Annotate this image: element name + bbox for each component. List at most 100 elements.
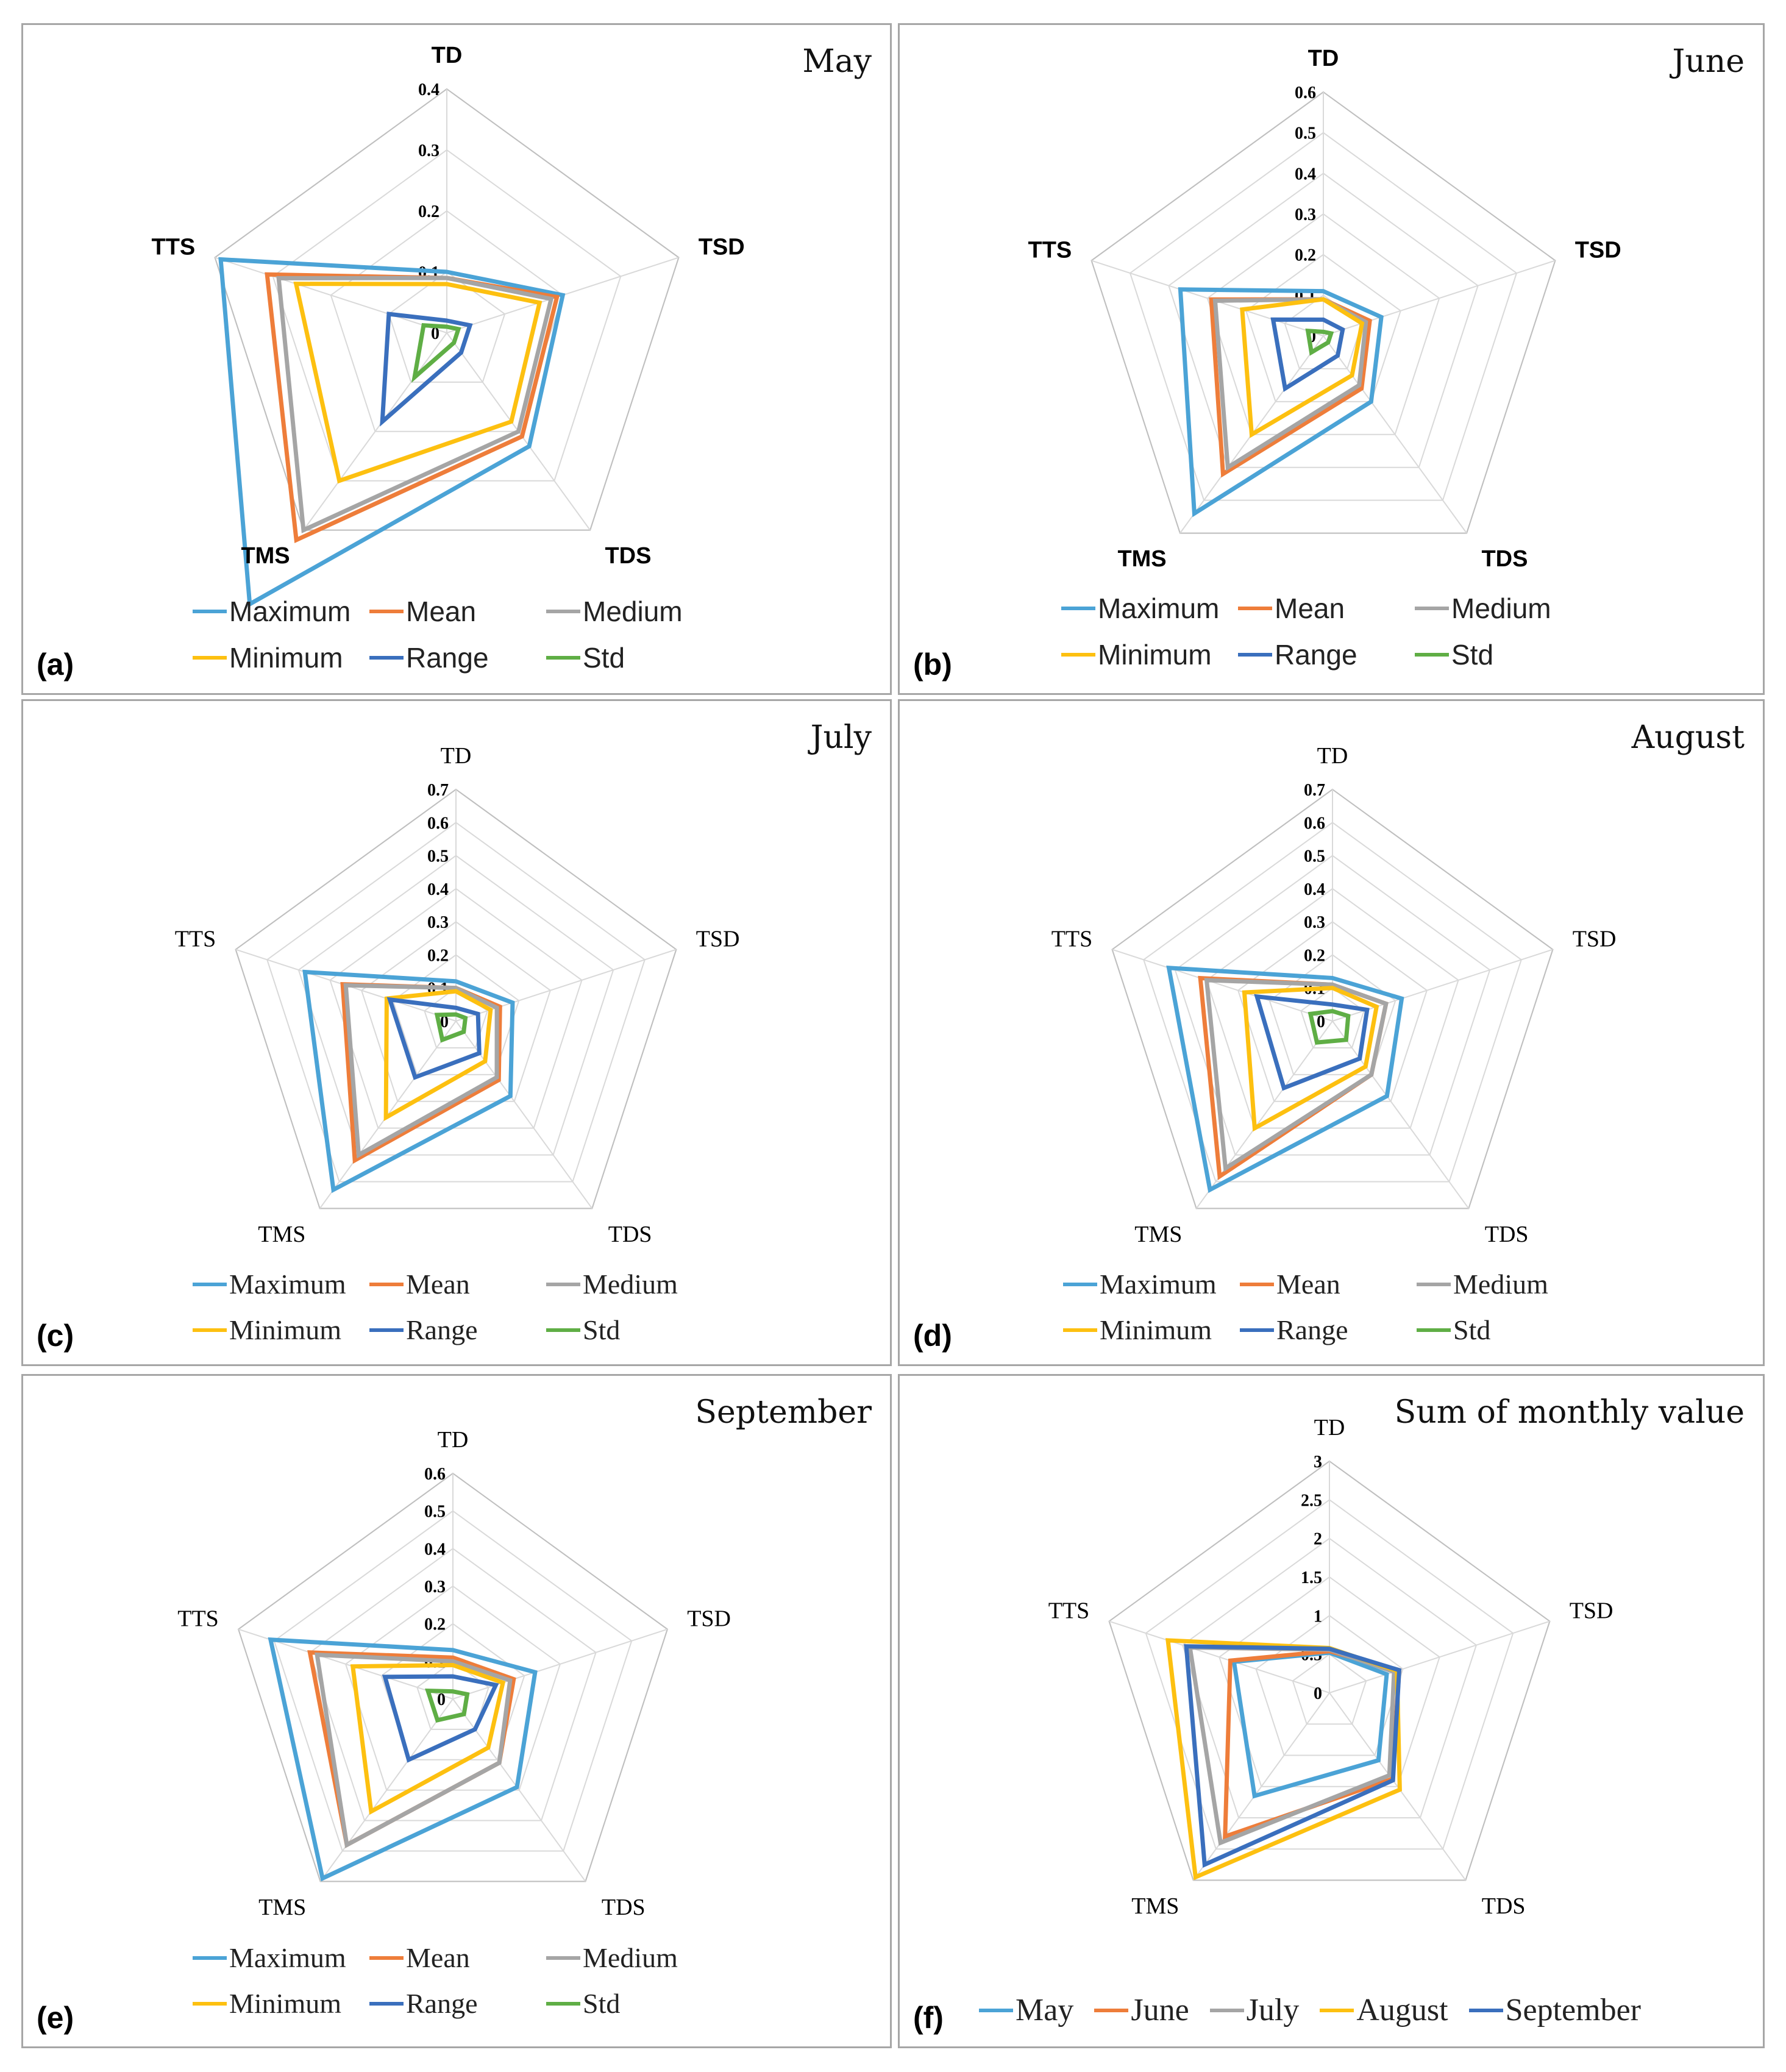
legend-item-std: Std (1415, 638, 1592, 671)
legend-item-maximum: Maximum (193, 595, 369, 628)
grid-ring (1145, 1499, 1514, 1850)
legend-swatch (1417, 1282, 1451, 1286)
series-line-std (425, 1689, 470, 1723)
axis-label-tms: TMS (258, 1222, 305, 1247)
legend-swatch (369, 656, 404, 660)
tick-label: 0.6 (424, 1465, 446, 1484)
axis-label-tts: TTS (175, 927, 216, 952)
legend-label: Std (583, 1314, 621, 1345)
axis-spoke (1332, 1020, 1470, 1209)
axis-label-tms: TMS (1134, 1222, 1182, 1247)
tick-label: 0.2 (424, 1615, 446, 1634)
grid-ring (309, 1548, 597, 1821)
legend-swatch (1063, 1328, 1097, 1332)
chart-panel-c: July 0 0.1 0.2 0.3 0.4 0.5 0.6 0.7 TD TSD TDS TMS TT… (21, 699, 892, 1366)
legend-item-mean: Mean (369, 595, 546, 628)
axis-label-tds: TDS (608, 1222, 652, 1247)
axis-label-td: TD (1314, 1415, 1345, 1440)
series-line-std (411, 322, 461, 383)
legend-label: Maximum (229, 596, 351, 627)
legend-item-medium: Medium (546, 595, 723, 628)
legend-swatch (369, 610, 404, 613)
series-line-medium (276, 276, 554, 533)
tick-label: 2 (1314, 1530, 1322, 1549)
legend-item-medium: Medium (1415, 592, 1592, 625)
panel-label: (f) (913, 2001, 944, 2035)
tick-label: 0.3 (427, 913, 449, 932)
legend-item-maximum: Maximum (1061, 592, 1238, 625)
outer-ring (1111, 788, 1554, 1209)
legend-label: Std (583, 642, 625, 674)
grid-ring (1174, 855, 1491, 1156)
axis-label-td: TD (438, 1427, 469, 1453)
outer-ring (1108, 1460, 1551, 1881)
legend-item-range: Range (369, 641, 546, 674)
legend-swatch (1061, 653, 1095, 657)
chart-title: August (1631, 719, 1745, 756)
axis-spoke (1091, 260, 1324, 336)
grid-ring (273, 1510, 633, 1852)
series-line-std (434, 1012, 468, 1043)
chart-panel-a: May 0 0.1 0.2 0.3 0.4 TD TSD TDS TMS TTS Maximum M… (21, 23, 892, 695)
legend-item-june: June (1094, 1992, 1189, 2028)
legend-swatch (193, 610, 227, 613)
axis-spoke (1329, 1620, 1550, 1693)
outer-ring (235, 788, 677, 1209)
tick-label: 0.5 (1304, 847, 1325, 866)
legend: Maximum Mean Medium Minimum Range Std (1061, 592, 1592, 671)
tick-label: 0.5 (424, 1503, 446, 1522)
legend-item-minimum: Minimum (193, 1987, 369, 2020)
legend: Maximum Mean Medium Minimum Range Std (1063, 1268, 1593, 1346)
legend-item-medium: Medium (546, 1268, 723, 1300)
grid-ring (272, 149, 622, 482)
tick-label: 0.2 (1295, 246, 1316, 265)
legend-swatch (369, 2001, 404, 2006)
series-line-range (1254, 994, 1370, 1091)
series-line-minimum (350, 1662, 506, 1815)
legend-item-maximum: Maximum (193, 1942, 369, 1974)
axis-spoke (303, 332, 447, 531)
tick-label: 0.4 (418, 80, 439, 99)
legend-label: Mean (1276, 1269, 1340, 1300)
legend-swatch (1238, 653, 1272, 657)
series-line-range (386, 997, 482, 1080)
legend-swatch (1094, 2008, 1129, 2012)
series-line-maximum (268, 1637, 538, 1882)
panel-label: (a) (37, 647, 74, 682)
axis-label-tds: TDS (605, 543, 651, 569)
legend-swatch (546, 1956, 580, 1960)
tick-label: 0.6 (1304, 814, 1325, 833)
chart-title: Sum of monthly value (1394, 1394, 1745, 1431)
legend-label: Mean (406, 596, 477, 627)
series-line-mean (340, 981, 502, 1164)
tick-label: 0.5 (1295, 124, 1316, 143)
grid-ring (1168, 173, 1479, 468)
tick-label: 2.5 (1301, 1491, 1322, 1510)
legend-item-range: Range (1238, 638, 1415, 671)
legend-item-mean: Mean (1238, 592, 1415, 625)
tick-label: 0.6 (1295, 84, 1316, 102)
legend-swatch (369, 1328, 404, 1332)
legend-item-range: Range (1240, 1314, 1417, 1346)
tick-label: 0.2 (427, 946, 449, 965)
legend-label: Mean (406, 1942, 470, 1973)
legend-label: May (1016, 1993, 1074, 2027)
tick-label: 0.3 (424, 1578, 446, 1597)
chart-title: September (695, 1394, 872, 1431)
tick-label: 0 (440, 1013, 449, 1031)
axis-label-tts: TTS (151, 234, 195, 260)
series-line-medium (343, 983, 499, 1159)
axis-label-tds: TDS (602, 1895, 646, 1920)
legend-label: June (1131, 1993, 1189, 2027)
legend-swatch (1320, 2008, 1354, 2012)
series-line-medium (1204, 978, 1389, 1172)
legend-item-may: May (979, 1992, 1073, 2028)
legend-swatch (193, 656, 227, 660)
legend-swatch (1417, 1328, 1451, 1332)
axis-label-tts: TTS (1051, 927, 1093, 952)
legend-swatch (1209, 2008, 1244, 2012)
legend-label: Minimum (229, 642, 343, 674)
series-line-std (1305, 328, 1334, 356)
legend-label: Minimum (1098, 639, 1212, 671)
